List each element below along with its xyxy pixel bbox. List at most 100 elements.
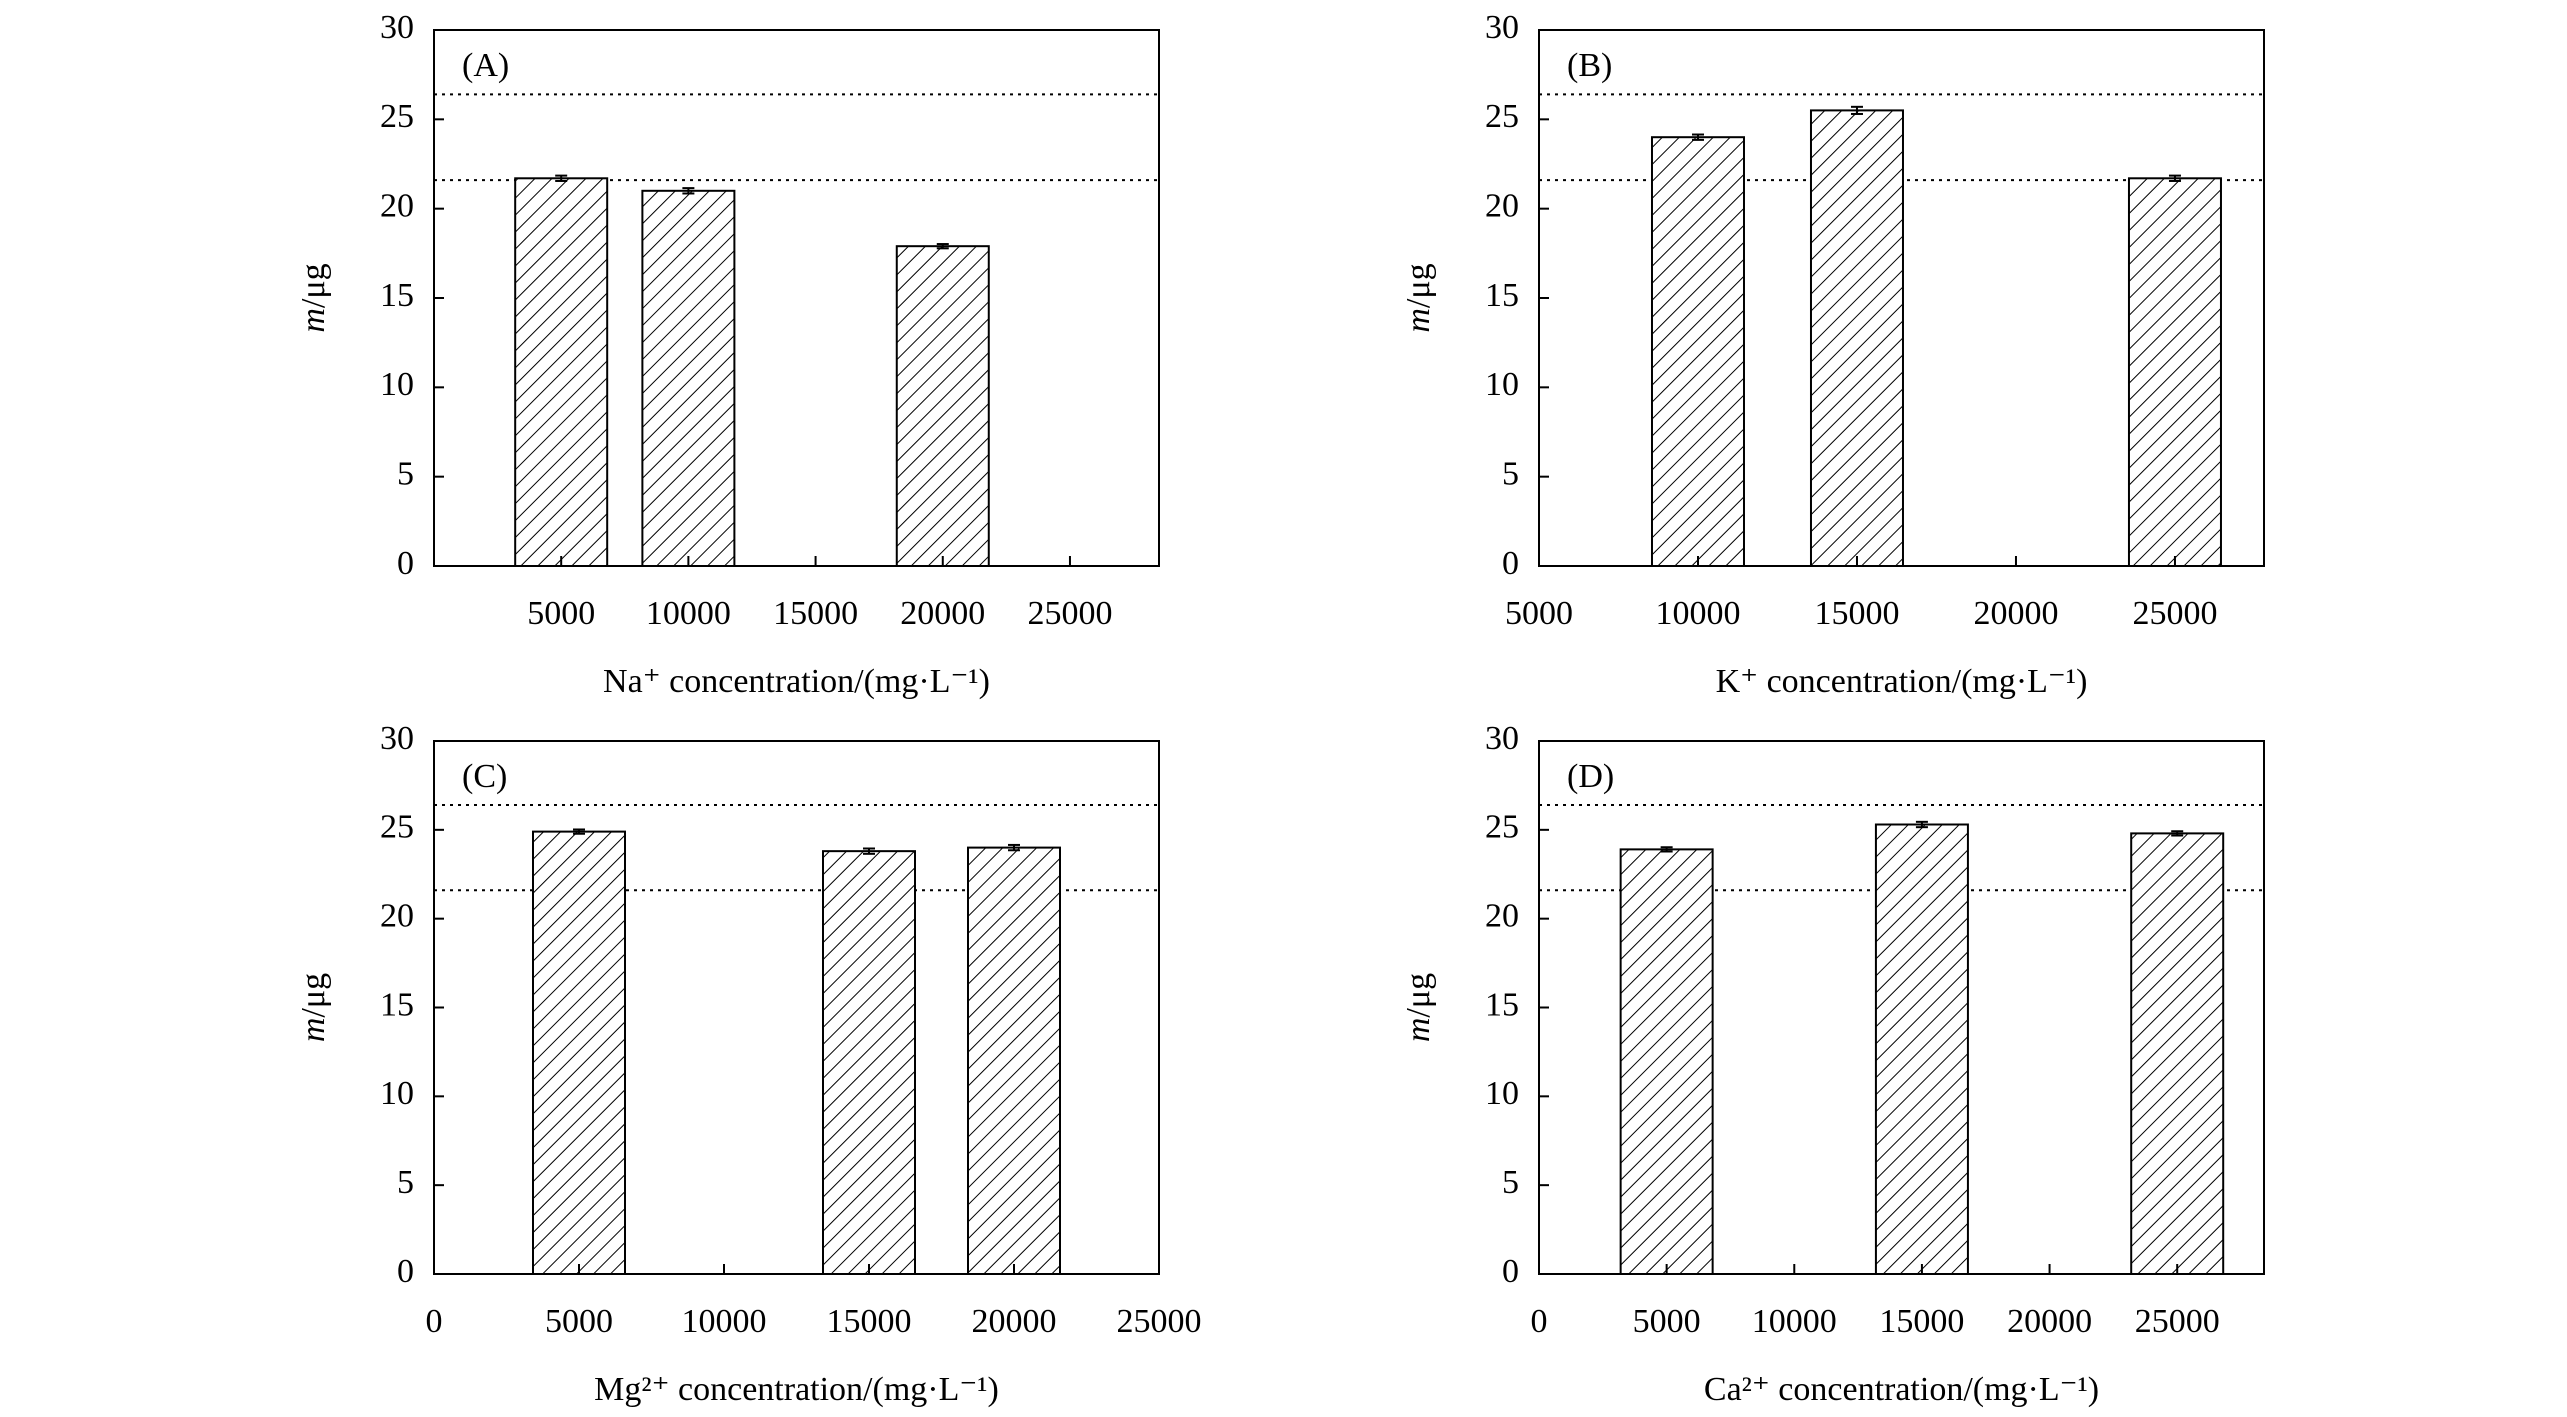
y-tick-label: 25 bbox=[1485, 809, 1519, 846]
y-tick-label: 30 bbox=[1485, 9, 1519, 46]
bar bbox=[967, 846, 1061, 1275]
y-tick-label: 10 bbox=[380, 366, 414, 403]
y-tick-label: 5 bbox=[397, 1164, 414, 1201]
error-bar bbox=[863, 847, 875, 855]
x-tick-label: 20000 bbox=[2007, 1303, 2092, 1340]
y-tick-label: 20 bbox=[380, 897, 414, 934]
x-axis-label: K⁺ concentration/(mg·L⁻¹) bbox=[1716, 663, 2088, 700]
x-tick-label: 20000 bbox=[972, 1303, 1057, 1340]
y-tick-label: 20 bbox=[380, 187, 414, 224]
bar bbox=[822, 850, 916, 1275]
y-axis-label-unit: /μg bbox=[295, 973, 332, 1018]
x-tick-label: 25000 bbox=[1117, 1303, 1202, 1340]
y-tick-label: 30 bbox=[380, 9, 414, 46]
x-tick-label: 5000 bbox=[1505, 595, 1573, 632]
x-axis-label: Mg²⁺ concentration/(mg·L⁻¹) bbox=[594, 1371, 999, 1408]
error-bar bbox=[682, 187, 695, 195]
y-axis-label: m/μg bbox=[295, 973, 332, 1042]
error-bar bbox=[1008, 843, 1020, 852]
panel: 0 5 10 15 20 25 30 5000 10000 15000 20000 25000 (B) K… bbox=[1400, 9, 2265, 700]
x-tick-label: 5000 bbox=[527, 595, 595, 632]
panel-label: (A) bbox=[462, 47, 509, 84]
x-tick-label: 25000 bbox=[1027, 595, 1112, 632]
bar bbox=[532, 830, 626, 1275]
bar bbox=[641, 189, 736, 568]
y-tick-label: 30 bbox=[380, 720, 414, 757]
y-axis-label-variable: m bbox=[295, 1018, 332, 1043]
y-axis-label-variable: m bbox=[1400, 308, 1437, 333]
y-tick-label: 5 bbox=[1502, 1164, 1519, 1201]
bar bbox=[1809, 109, 1904, 568]
y-tick-label: 25 bbox=[1485, 98, 1519, 135]
panel: 0 5 10 15 20 25 30 5000 10000 15000 20000 25000 (A) N… bbox=[295, 9, 1160, 700]
x-tick-label: 15000 bbox=[1879, 1303, 1964, 1340]
bar bbox=[2130, 832, 2225, 1275]
error-bar bbox=[2168, 174, 2181, 182]
y-tick-label: 10 bbox=[1485, 366, 1519, 403]
x-tick-label: 20000 bbox=[1973, 595, 2058, 632]
y-tick-label: 30 bbox=[1485, 720, 1519, 757]
error-bar bbox=[555, 174, 568, 182]
y-tick-label: 0 bbox=[1502, 1253, 1519, 1290]
x-tick-label: 15000 bbox=[827, 1303, 912, 1340]
y-tick-label: 10 bbox=[1485, 1075, 1519, 1112]
y-tick-label: 20 bbox=[1485, 897, 1519, 934]
error-bar bbox=[573, 828, 585, 835]
x-tick-label: 0 bbox=[1531, 1303, 1548, 1340]
y-tick-label: 15 bbox=[380, 277, 414, 314]
y-tick-label: 20 bbox=[1485, 187, 1519, 224]
y-axis-label-unit: /μg bbox=[1400, 263, 1437, 308]
bar bbox=[2127, 177, 2222, 567]
y-tick-label: 0 bbox=[397, 545, 414, 582]
x-tick-label: 10000 bbox=[1655, 595, 1740, 632]
panel: 0 5 10 15 20 25 30 0 5000 10000 15000 20000 25000 (C)… bbox=[295, 720, 1202, 1408]
x-tick-label: 25000 bbox=[2132, 595, 2217, 632]
x-tick-label: 5000 bbox=[545, 1303, 613, 1340]
x-axis-label: Ca²⁺ concentration/(mg·L⁻¹) bbox=[1704, 1371, 2099, 1408]
error-bar bbox=[2171, 830, 2184, 837]
y-tick-label: 15 bbox=[1485, 277, 1519, 314]
panel-label: (D) bbox=[1567, 758, 1614, 795]
bar bbox=[514, 177, 609, 567]
panel-label: (B) bbox=[1567, 47, 1612, 84]
x-tick-label: 15000 bbox=[773, 595, 858, 632]
y-axis-label: m/μg bbox=[1400, 973, 1437, 1042]
x-axis-label: Na⁺ concentration/(mg·L⁻¹) bbox=[603, 663, 990, 700]
error-bar bbox=[1915, 820, 1928, 829]
bar bbox=[1874, 823, 1969, 1276]
error-bar bbox=[1660, 846, 1673, 853]
y-tick-label: 25 bbox=[380, 98, 414, 135]
panel: 0 5 10 15 20 25 30 0 5000 10000 15000 20000 25000 (D)… bbox=[1400, 720, 2265, 1408]
error-bar bbox=[936, 243, 949, 250]
y-axis-label-unit: /μg bbox=[1400, 973, 1437, 1018]
x-tick-label: 25000 bbox=[2135, 1303, 2220, 1340]
y-tick-label: 25 bbox=[380, 809, 414, 846]
y-tick-label: 5 bbox=[397, 455, 414, 492]
y-axis-label: m/μg bbox=[295, 263, 332, 332]
y-tick-label: 10 bbox=[380, 1075, 414, 1112]
y-axis-label-unit: /μg bbox=[295, 263, 332, 308]
x-tick-label: 10000 bbox=[1752, 1303, 1837, 1340]
y-tick-label: 0 bbox=[1502, 545, 1519, 582]
y-tick-label: 5 bbox=[1502, 455, 1519, 492]
error-bar bbox=[1691, 133, 1704, 141]
x-tick-label: 10000 bbox=[646, 595, 731, 632]
y-axis-label-variable: m bbox=[1400, 1018, 1437, 1043]
error-bar bbox=[1850, 105, 1863, 115]
bar bbox=[1619, 848, 1714, 1275]
x-tick-label: 5000 bbox=[1633, 1303, 1701, 1340]
x-tick-label: 10000 bbox=[682, 1303, 767, 1340]
y-axis-label: m/μg bbox=[1400, 263, 1437, 332]
panel-label: (C) bbox=[462, 758, 507, 795]
x-tick-label: 0 bbox=[426, 1303, 443, 1340]
bar bbox=[895, 245, 990, 567]
x-tick-label: 15000 bbox=[1814, 595, 1899, 632]
bar bbox=[1650, 136, 1745, 567]
y-axis-label-variable: m bbox=[295, 308, 332, 333]
x-tick-label: 20000 bbox=[900, 595, 985, 632]
y-tick-label: 0 bbox=[397, 1253, 414, 1290]
y-tick-label: 15 bbox=[380, 986, 414, 1023]
y-tick-label: 15 bbox=[1485, 986, 1519, 1023]
